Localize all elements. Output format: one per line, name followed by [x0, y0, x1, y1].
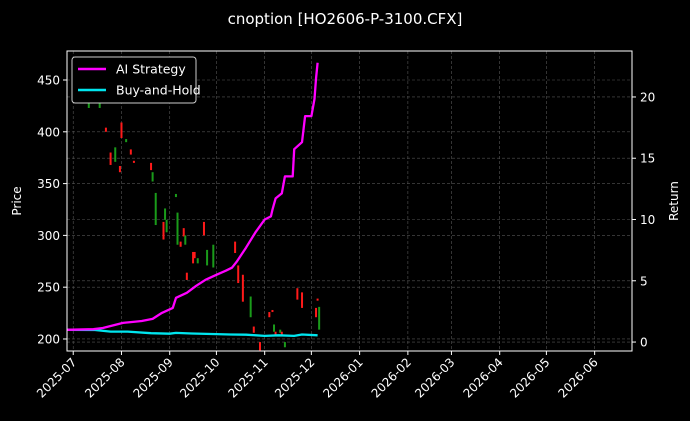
candle-down — [241, 274, 244, 302]
candle-down — [252, 326, 255, 333]
candle-down — [120, 122, 123, 139]
y-tick-label: 350 — [37, 177, 60, 191]
candle-up — [174, 193, 177, 198]
x-tick-label: 2025-12 — [272, 355, 317, 400]
candle-down — [118, 165, 121, 173]
y-right-tick-label: 20 — [640, 90, 655, 104]
y-tick-label: 250 — [37, 281, 60, 295]
candle-down — [109, 152, 112, 165]
candle-down — [182, 228, 185, 237]
y-right-tick-label: 15 — [640, 152, 655, 166]
candle-up — [114, 147, 117, 162]
x-tick-label: 2025-11 — [225, 355, 270, 400]
candle-down — [280, 331, 283, 335]
y-axis-right: 0 5 10 15 20 — [632, 90, 655, 350]
candle-up — [184, 235, 187, 245]
y-tick-label: 450 — [37, 74, 60, 88]
x-tick-label: 2025-07 — [34, 355, 79, 400]
candle-up — [165, 219, 168, 233]
candle-up — [98, 102, 101, 108]
x-tick-label: 2026-03 — [412, 355, 457, 400]
candle-up — [151, 172, 154, 182]
y-axis-label: Price — [10, 186, 24, 215]
y-right-tick-label: 0 — [640, 336, 648, 350]
candle-up — [279, 329, 282, 333]
series-lines — [66, 62, 319, 338]
x-tick-label: 2025-08 — [82, 355, 127, 400]
candle-down — [301, 292, 304, 308]
candle-up — [206, 249, 209, 266]
y-tick-label: 300 — [37, 229, 60, 243]
candle-down — [150, 162, 153, 171]
candle-down — [104, 127, 107, 132]
candle-up — [164, 208, 167, 220]
candle-down — [271, 309, 274, 313]
candle-down — [234, 241, 237, 254]
candle-down — [202, 221, 205, 236]
x-tick-label: 2026-01 — [320, 355, 365, 400]
candles — [87, 102, 321, 351]
y-right-tick-label: 10 — [640, 213, 655, 227]
candle-up — [283, 342, 286, 348]
candle-down — [193, 251, 196, 259]
candle-up — [212, 244, 215, 268]
candle-down — [315, 307, 318, 318]
x-tick-label: 2025-09 — [130, 355, 175, 400]
x-tick-label: 2026-06 — [555, 355, 600, 400]
candle-up — [176, 212, 179, 245]
x-tick-label: 2026-02 — [369, 355, 414, 400]
buyhold-line — [66, 328, 318, 338]
legend-label-strategy: AI Strategy — [116, 62, 186, 77]
candle-up — [196, 258, 199, 264]
strategy-line — [66, 62, 319, 331]
candle-up — [87, 102, 90, 108]
grid — [67, 51, 632, 351]
candle-down — [162, 221, 165, 240]
candle-down — [316, 298, 319, 301]
legend-label-buyhold: Buy-and-Hold — [116, 83, 201, 98]
candle-down — [129, 149, 132, 155]
candle-up — [154, 192, 157, 226]
candle-down — [192, 251, 195, 264]
chart-title: cnoption [HO2606-P-3100.CFX] — [228, 10, 463, 28]
candle-down — [268, 312, 271, 318]
x-tick-label: 2025-10 — [177, 355, 222, 400]
candle-down — [132, 160, 135, 163]
y-axis-left: 200 250 300 350 400 450 — [37, 74, 67, 346]
y-tick-label: 400 — [37, 125, 60, 139]
y-axis-right-label: Return — [667, 181, 681, 221]
candle-down — [179, 241, 182, 247]
x-tick-label: 2026-04 — [460, 355, 505, 400]
candle-down — [259, 342, 262, 351]
x-tick-label: 2026-05 — [507, 355, 552, 400]
y-tick-label: 200 — [37, 332, 60, 346]
candle-down — [185, 272, 188, 280]
candle-down — [274, 331, 277, 335]
candle-down — [237, 265, 240, 284]
y-right-tick-label: 5 — [640, 274, 648, 288]
candle-down — [296, 288, 299, 300]
x-axis: 2025-07 2025-08 2025-09 2025-10 2025-11 2025-… — [34, 351, 601, 401]
candle-up — [249, 296, 252, 318]
candle-up — [273, 324, 276, 332]
candle-up — [125, 139, 128, 143]
candle-up — [318, 306, 321, 330]
legend: AI Strategy Buy-and-Hold — [71, 56, 201, 104]
plot-frame — [66, 50, 633, 352]
